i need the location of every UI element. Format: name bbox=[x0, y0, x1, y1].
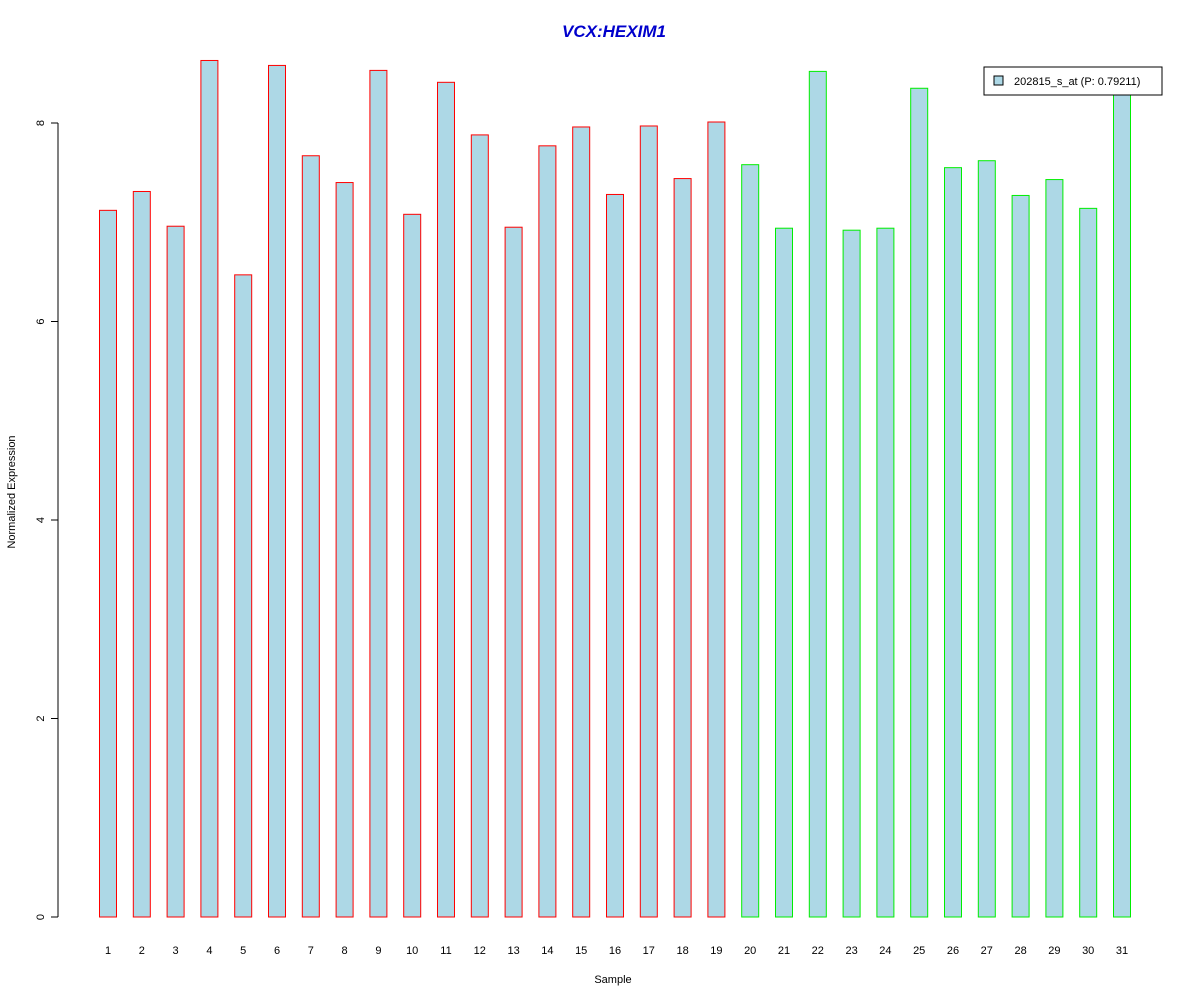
bar bbox=[707, 121, 726, 918]
x-tick-label: 31 bbox=[1116, 945, 1128, 957]
x-tick-label: 10 bbox=[406, 945, 418, 957]
y-tick-label: 6 bbox=[35, 318, 47, 324]
x-tick-label: 2 bbox=[139, 945, 145, 957]
y-tick-label: 0 bbox=[35, 914, 47, 920]
legend-swatch bbox=[993, 75, 1004, 86]
bar bbox=[234, 274, 253, 918]
legend: 202815_s_at (P: 0.79211) bbox=[983, 66, 1163, 96]
x-tick-label: 9 bbox=[375, 945, 381, 957]
x-tick-label: 6 bbox=[274, 945, 280, 957]
bar bbox=[538, 145, 557, 918]
x-tick-label: 8 bbox=[342, 945, 348, 957]
bar bbox=[437, 81, 455, 918]
bar bbox=[1113, 93, 1131, 918]
x-tick-label: 28 bbox=[1014, 945, 1026, 957]
bar bbox=[470, 134, 489, 918]
x-tick-label: 18 bbox=[676, 945, 688, 957]
x-tick-label: 26 bbox=[947, 945, 959, 957]
bar bbox=[99, 209, 117, 918]
x-tick-label: 16 bbox=[609, 945, 621, 957]
x-tick-label: 3 bbox=[173, 945, 179, 957]
x-axis-label: Sample bbox=[594, 974, 631, 986]
x-tick-label: 23 bbox=[845, 945, 857, 957]
y-tick-label: 8 bbox=[35, 120, 47, 126]
legend-entry: 202815_s_at (P: 0.79211) bbox=[1014, 76, 1140, 88]
bar bbox=[876, 227, 895, 918]
x-tick-label: 5 bbox=[240, 945, 246, 957]
legend-box bbox=[983, 66, 1163, 96]
bar bbox=[741, 164, 760, 918]
x-tick-label: 30 bbox=[1082, 945, 1094, 957]
x-tick-label: 25 bbox=[913, 945, 925, 957]
bar bbox=[842, 229, 861, 918]
x-tick-label: 20 bbox=[744, 945, 756, 957]
bar bbox=[1045, 179, 1064, 918]
x-tick-label: 27 bbox=[981, 945, 993, 957]
x-tick-label: 21 bbox=[778, 945, 790, 957]
y-axis-label: Normalized Expression bbox=[6, 435, 18, 548]
bars bbox=[99, 59, 1131, 918]
x-tick-label: 11 bbox=[440, 945, 451, 957]
bar bbox=[166, 225, 185, 918]
x-tick-label: 22 bbox=[812, 945, 824, 957]
x-tick-label: 14 bbox=[541, 945, 553, 957]
bar bbox=[910, 87, 929, 918]
bar bbox=[335, 182, 354, 918]
bar bbox=[572, 126, 591, 918]
x-tick-label: 4 bbox=[206, 945, 212, 957]
y-tick-label: 2 bbox=[35, 715, 47, 721]
y-axis: 0 2 4 6 8 bbox=[35, 120, 59, 920]
bar bbox=[200, 59, 219, 918]
x-tick-label: 29 bbox=[1048, 945, 1060, 957]
bar bbox=[268, 64, 286, 918]
x-tick-label: 15 bbox=[575, 945, 587, 957]
bar bbox=[504, 226, 523, 918]
bar bbox=[944, 167, 962, 918]
bar bbox=[301, 155, 320, 918]
bar bbox=[606, 193, 624, 918]
bar bbox=[977, 160, 996, 918]
bar bbox=[403, 213, 422, 918]
x-tick-label: 19 bbox=[710, 945, 722, 957]
x-tick-label: 24 bbox=[879, 945, 891, 957]
bar bbox=[673, 178, 692, 918]
bar bbox=[775, 227, 793, 918]
bar bbox=[132, 190, 151, 918]
x-tick-labels: 1 2 3 4 5 6 7 8 9 10 11 12 13 14 15 16 17 18 19 20 21 22 23 24 2… bbox=[105, 945, 1128, 957]
bar bbox=[808, 70, 827, 918]
x-tick-label: 17 bbox=[643, 945, 655, 957]
bar bbox=[1011, 194, 1030, 918]
x-tick-label: 13 bbox=[507, 945, 519, 957]
bar bbox=[369, 69, 388, 918]
y-tick-label: 4 bbox=[35, 517, 47, 523]
chart-title: VCX:HEXIM1 bbox=[562, 22, 666, 41]
x-tick-label: 7 bbox=[308, 945, 314, 957]
bar bbox=[639, 125, 658, 918]
x-tick-label: 12 bbox=[474, 945, 486, 957]
bar bbox=[1079, 207, 1098, 918]
x-tick-label: 1 bbox=[105, 945, 111, 957]
